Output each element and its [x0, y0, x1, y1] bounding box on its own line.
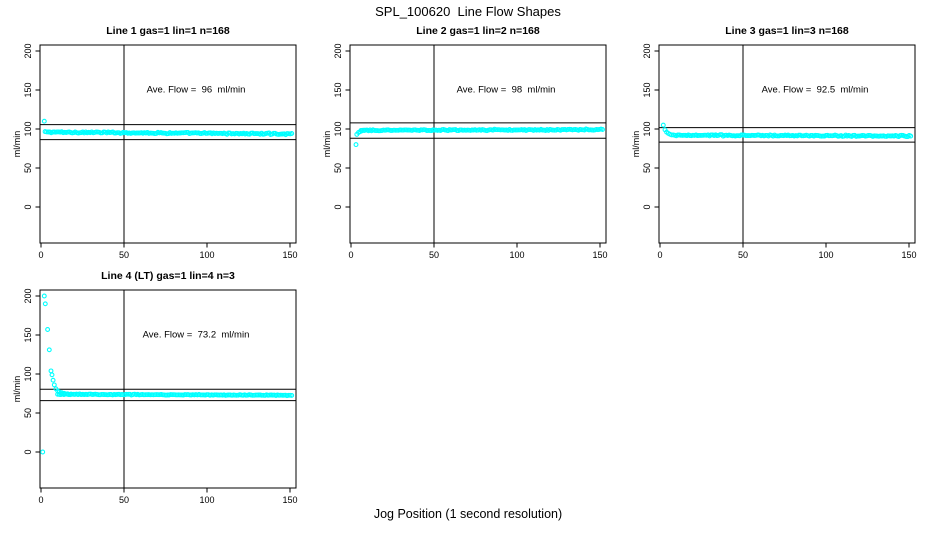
y-axis-label: ml/min — [322, 130, 332, 158]
svg-text:200: 200 — [642, 43, 652, 58]
plot-area: 0 50 100 150 0 50 100 150 200 — [23, 43, 298, 260]
plot-area: 0 50 100 150 0 50 100 150 200 — [333, 43, 608, 260]
svg-text:0: 0 — [23, 449, 33, 454]
axis-ticks — [35, 50, 291, 248]
svg-text:0: 0 — [657, 250, 662, 260]
panel-line-1: Line 1 gas=1 lin=1 n=168 0 50 100 150 0 50 100… — [6, 25, 318, 269]
reference-lines — [40, 290, 296, 488]
svg-text:200: 200 — [23, 43, 33, 58]
svg-text:200: 200 — [23, 288, 33, 303]
svg-text:50: 50 — [333, 163, 343, 173]
svg-text:200: 200 — [333, 43, 343, 58]
svg-text:150: 150 — [282, 250, 297, 260]
ave-flow-annotation: Ave. Flow = 96 ml/min — [146, 84, 246, 96]
x-axis-label: Jog Position (1 second resolution) — [373, 507, 563, 521]
svg-text:150: 150 — [642, 82, 652, 97]
data-points — [660, 122, 914, 140]
axis-ticks — [35, 295, 291, 493]
svg-text:150: 150 — [23, 327, 33, 342]
plot-box — [349, 44, 607, 244]
ave-flow-annotation: Ave. Flow = 98 ml/min — [456, 84, 556, 96]
svg-text:150: 150 — [23, 82, 33, 97]
svg-text:100: 100 — [199, 250, 214, 260]
data-points — [40, 293, 295, 455]
svg-text:100: 100 — [509, 250, 524, 260]
svg-text:50: 50 — [119, 250, 129, 260]
panel-title: Line 1 gas=1 lin=1 n=168 — [106, 25, 230, 37]
svg-text:100: 100 — [333, 121, 343, 136]
y-axis-label: ml/min — [12, 130, 22, 158]
svg-text:100: 100 — [23, 366, 33, 381]
svg-text:50: 50 — [738, 250, 748, 260]
svg-text:0: 0 — [38, 250, 43, 260]
svg-text:0: 0 — [642, 204, 652, 209]
panel-line-3: Line 3 gas=1 lin=3 n=168 0 50 100 150 0 50 100… — [625, 25, 936, 269]
axis-tick-labels: 0 50 100 150 0 50 100 150 200 — [333, 43, 608, 260]
panel-title: Line 3 gas=1 lin=3 n=168 — [725, 25, 849, 37]
plot-box — [658, 44, 916, 244]
axis-ticks — [345, 50, 601, 248]
plot-area: 0 50 100 150 0 50 100 150 200 — [642, 43, 917, 260]
svg-text:100: 100 — [199, 495, 214, 505]
panel-line-4: Line 4 (LT) gas=1 lin=4 n=3 0 50 100 150 0 50… — [6, 270, 318, 514]
svg-text:0: 0 — [333, 204, 343, 209]
ave-flow-annotation: Ave. Flow = 92.5 ml/min — [761, 84, 869, 96]
plot-box — [39, 289, 297, 489]
ave-flow-annotation: Ave. Flow = 73.2 ml/min — [142, 329, 250, 341]
y-axis-label: ml/min — [631, 130, 641, 158]
svg-text:50: 50 — [642, 163, 652, 173]
svg-text:50: 50 — [23, 163, 33, 173]
panel-line-2: Line 2 gas=1 lin=2 n=168 0 50 100 150 0 50 100… — [316, 25, 628, 269]
axis-tick-labels: 0 50 100 150 0 50 100 150 200 — [23, 288, 298, 505]
svg-text:50: 50 — [23, 408, 33, 418]
reference-lines — [659, 45, 915, 243]
data-points — [353, 126, 605, 148]
axis-tick-labels: 0 50 100 150 0 50 100 150 200 — [23, 43, 298, 260]
reference-lines — [40, 45, 296, 243]
svg-text:50: 50 — [429, 250, 439, 260]
axis-ticks — [654, 50, 910, 248]
y-axis-label: ml/min — [12, 375, 22, 403]
svg-text:100: 100 — [642, 121, 652, 136]
svg-text:150: 150 — [592, 250, 607, 260]
svg-text:0: 0 — [38, 495, 43, 505]
panel-title: Line 4 (LT) gas=1 lin=4 n=3 — [101, 270, 235, 282]
reference-lines — [350, 45, 606, 243]
plot-area: 0 50 100 150 0 50 100 150 200 — [23, 288, 298, 505]
panel-title: Line 2 gas=1 lin=2 n=168 — [416, 25, 540, 37]
svg-text:150: 150 — [282, 495, 297, 505]
svg-text:0: 0 — [23, 204, 33, 209]
plot-box — [39, 44, 297, 244]
svg-text:150: 150 — [333, 82, 343, 97]
svg-text:50: 50 — [119, 495, 129, 505]
svg-text:150: 150 — [901, 250, 916, 260]
axis-tick-labels: 0 50 100 150 0 50 100 150 200 — [642, 43, 917, 260]
svg-text:100: 100 — [23, 121, 33, 136]
figure-title: SPL_100620 Line Flow Shapes — [375, 4, 561, 19]
svg-text:100: 100 — [818, 250, 833, 260]
data-points — [41, 118, 295, 138]
svg-text:0: 0 — [348, 250, 353, 260]
